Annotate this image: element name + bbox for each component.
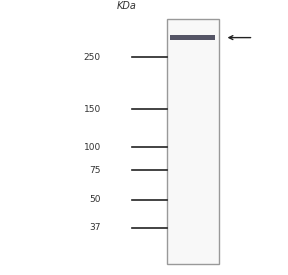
Text: 250: 250 [84, 53, 101, 62]
Text: 75: 75 [89, 166, 101, 175]
Bar [167, 19, 219, 264]
Text: 150: 150 [84, 104, 101, 114]
Text: 37: 37 [89, 223, 101, 232]
Text: KDa: KDa [117, 1, 137, 11]
Text: 100: 100 [84, 142, 101, 152]
Bar [170, 35, 215, 40]
Text: 50: 50 [89, 195, 101, 204]
